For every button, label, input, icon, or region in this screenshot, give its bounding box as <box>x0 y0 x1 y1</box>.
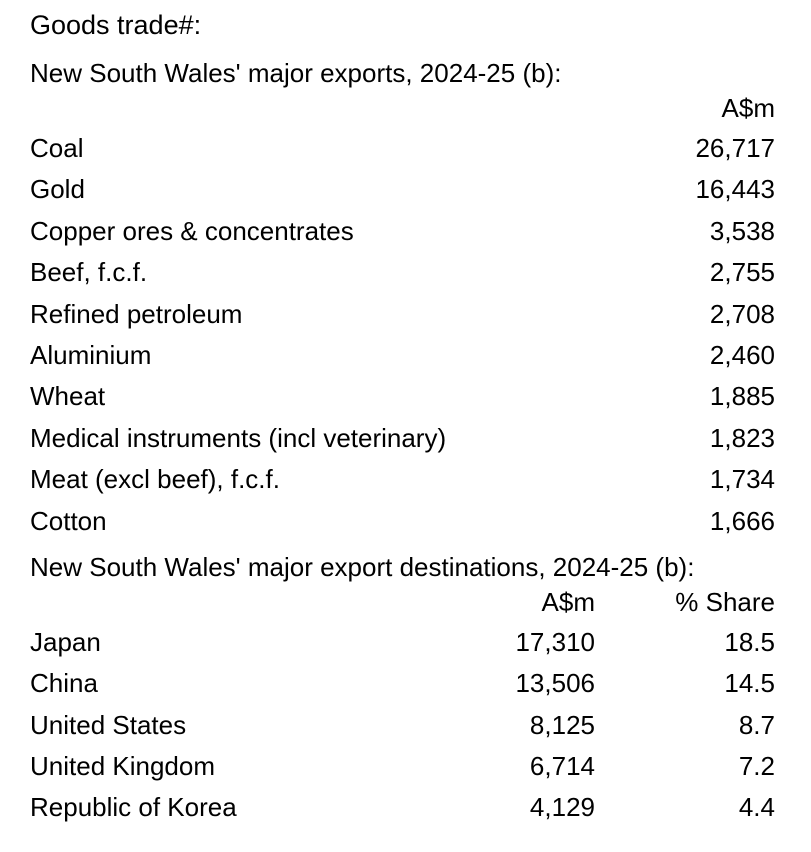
table-row: Aluminium 2,460 <box>30 335 805 376</box>
table-row: Coal 26,717 <box>30 128 805 169</box>
destination-value: 6,714 <box>529 751 595 782</box>
export-item-label: Beef, f.c.f. <box>30 257 148 288</box>
destination-label: Republic of Korea <box>30 792 237 823</box>
table-row: Japan 17,310 18.5 <box>30 622 805 663</box>
export-item-value: 1,823 <box>709 422 775 453</box>
table-row: Beef, f.c.f. 2,755 <box>30 252 805 293</box>
export-item-label: Cotton <box>30 505 107 536</box>
goods-trade-document: Goods trade#: New South Wales' major exp… <box>30 0 805 829</box>
export-item-value: 2,460 <box>709 339 775 370</box>
destination-label: United Kingdom <box>30 751 215 782</box>
destination-label: Japan <box>30 626 101 657</box>
destination-share: 14.5 <box>724 668 775 699</box>
destination-label: United States <box>30 709 187 740</box>
exports-heading: New South Wales' major exports, 2024-25 … <box>30 58 562 88</box>
table-row: Copper ores & concentrates 3,538 <box>30 211 805 252</box>
table-row: United Kingdom 6,714 7.2 <box>30 746 805 787</box>
destination-label: China <box>30 668 98 699</box>
export-item-label: Copper ores & concentrates <box>30 215 354 246</box>
destination-share: 18.5 <box>724 626 775 657</box>
page-title: Goods trade#: <box>30 10 202 40</box>
destination-value: 17,310 <box>515 626 595 657</box>
export-item-value: 26,717 <box>695 133 775 163</box>
destination-value: 8,125 <box>529 709 595 740</box>
destination-share: 8.7 <box>738 709 775 740</box>
export-item-value: 1,734 <box>709 464 775 495</box>
export-item-label: Refined petroleum <box>30 298 243 329</box>
export-item-value: 3,538 <box>709 215 775 246</box>
destinations-table: A$m % Share Japan 17,310 18.5 China 13,5… <box>30 582 805 829</box>
destination-share: 4.4 <box>738 792 775 823</box>
exports-unit-header: A$m <box>721 93 775 123</box>
table-row: Cotton 1,666 <box>30 501 805 542</box>
export-item-label: Meat (excl beef), f.c.f. <box>30 464 280 495</box>
table-row: Meat (excl beef), f.c.f. 1,734 <box>30 459 805 500</box>
destinations-heading: New South Wales' major export destinatio… <box>30 551 695 582</box>
table-row: Gold 16,443 <box>30 169 805 210</box>
table-row: Wheat 1,885 <box>30 376 805 417</box>
export-item-value: 2,708 <box>709 298 775 329</box>
exports-table: A$m Coal 26,717 Gold 16,443 Copper ores … <box>30 88 805 542</box>
destinations-value-header: A$m <box>541 586 595 617</box>
export-item-label: Wheat <box>30 381 106 412</box>
destinations-share-header: % Share <box>675 586 775 617</box>
export-item-label: Medical instruments (incl veterinary) <box>30 422 447 453</box>
export-item-value: 16,443 <box>695 174 775 205</box>
destination-value: 4,129 <box>529 792 595 823</box>
table-row: Refined petroleum 2,708 <box>30 294 805 335</box>
destination-share: 7.2 <box>738 751 775 782</box>
export-item-value: 1,885 <box>709 381 775 412</box>
export-item-label: Gold <box>30 174 85 205</box>
export-item-value: 2,755 <box>709 257 775 288</box>
destinations-header-row: A$m % Share <box>30 582 805 622</box>
export-item-label: Coal <box>30 133 84 163</box>
table-row: China 13,506 14.5 <box>30 663 805 704</box>
table-row: United States 8,125 8.7 <box>30 705 805 746</box>
export-item-label: Aluminium <box>30 339 152 370</box>
exports-unit-row: A$m <box>30 88 805 128</box>
table-row: Medical instruments (incl veterinary) 1,… <box>30 418 805 459</box>
export-item-value: 1,666 <box>709 505 775 536</box>
table-row: Republic of Korea 4,129 4.4 <box>30 787 805 828</box>
destination-value: 13,506 <box>515 668 595 699</box>
